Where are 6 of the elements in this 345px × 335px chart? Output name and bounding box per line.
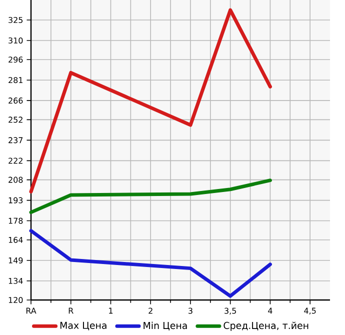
- legend-label: Min Цена: [144, 322, 187, 330]
- line-series: [29, 8, 272, 194]
- legend-label: Сред.Цена, т.йен: [224, 322, 308, 331]
- legend-label: Max Цена: [60, 322, 106, 330]
- line-series: [29, 229, 272, 298]
- line-series: [29, 178, 272, 214]
